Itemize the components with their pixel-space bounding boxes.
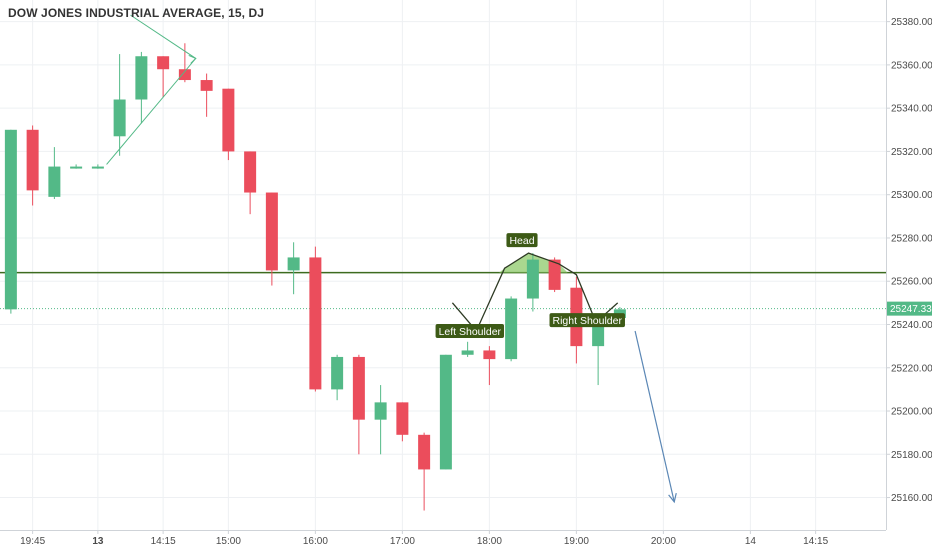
annotation-bg xyxy=(549,313,625,328)
projection-arrowhead xyxy=(668,492,677,504)
last-price-label: 25247.33 xyxy=(890,304,932,315)
projection-arrow[interactable] xyxy=(634,330,675,503)
candle[interactable] xyxy=(352,354,365,455)
candle[interactable] xyxy=(135,51,148,124)
time-tick-label: 14:15 xyxy=(803,536,828,547)
candle-body[interactable] xyxy=(374,402,387,420)
candle[interactable] xyxy=(48,147,61,200)
annotation-text: Left Shoulder xyxy=(439,326,502,338)
price-tick-label: 25160.00 xyxy=(891,493,932,504)
price-tick-label: 25360.00 xyxy=(891,60,932,71)
candle-body[interactable] xyxy=(48,166,61,197)
candle[interactable] xyxy=(396,402,409,442)
chart-title: DOW JONES INDUSTRIAL AVERAGE, 15, DJ xyxy=(8,6,265,20)
candle[interactable] xyxy=(4,129,17,314)
annotation-bg xyxy=(506,233,538,248)
candle-body[interactable] xyxy=(157,56,170,70)
candle-body[interactable] xyxy=(461,350,474,355)
price-tick-label: 25280.00 xyxy=(891,233,932,244)
candle[interactable] xyxy=(287,242,300,295)
price-tick-label: 25180.00 xyxy=(891,450,932,461)
candle[interactable] xyxy=(418,432,431,511)
drawings[interactable]: Left Shoulder Head Right Shoulder xyxy=(106,14,677,504)
price-tick-label: 25380.00 xyxy=(891,17,932,28)
candle-body[interactable] xyxy=(70,166,83,169)
candle[interactable] xyxy=(461,341,474,357)
candle-body[interactable] xyxy=(91,166,104,169)
candle-body[interactable] xyxy=(331,356,344,390)
candle-body[interactable] xyxy=(222,88,235,152)
time-tick-label: 14:15 xyxy=(151,536,176,547)
candle[interactable] xyxy=(222,88,235,161)
annotation-label[interactable]: Left Shoulder xyxy=(435,323,505,338)
time-tick-label: 15:00 xyxy=(216,536,241,547)
candle-body[interactable] xyxy=(526,259,539,299)
time-tick-label: 19:00 xyxy=(564,536,589,547)
price-tick-label: 25220.00 xyxy=(891,363,932,374)
candle[interactable] xyxy=(157,56,170,98)
candle[interactable] xyxy=(178,43,191,83)
candle-body[interactable] xyxy=(200,80,213,91)
candle-body[interactable] xyxy=(309,257,322,390)
candle-body[interactable] xyxy=(396,402,409,435)
price-tick-label: 25340.00 xyxy=(891,104,932,115)
annotation-text: Right Shoulder xyxy=(553,315,623,327)
last-price-badge xyxy=(887,301,932,316)
triangle-arrowhead xyxy=(188,54,197,64)
candle-body[interactable] xyxy=(287,257,300,271)
candle-body[interactable] xyxy=(178,69,191,81)
candle-body[interactable] xyxy=(439,354,452,470)
candle-body[interactable] xyxy=(352,356,365,420)
annotation-label[interactable]: Head xyxy=(506,233,538,248)
time-tick-label: 17:00 xyxy=(390,536,415,547)
price-tick-label: 25300.00 xyxy=(891,190,932,201)
candle[interactable] xyxy=(91,164,104,169)
candle-body[interactable] xyxy=(113,99,126,137)
candle[interactable] xyxy=(309,246,322,392)
candle-body[interactable] xyxy=(505,298,518,360)
candle[interactable] xyxy=(265,192,278,286)
candle-body[interactable] xyxy=(244,151,257,193)
time-tick-label: 20:00 xyxy=(651,536,676,547)
time-tick-label: 14 xyxy=(745,536,757,547)
candle-body[interactable] xyxy=(418,434,431,470)
annotation-text: Head xyxy=(509,235,534,247)
candle[interactable] xyxy=(483,346,496,386)
price-tick-label: 25320.00 xyxy=(891,147,932,158)
candle-body[interactable] xyxy=(135,56,148,100)
candle[interactable] xyxy=(374,385,387,455)
price-tick-label: 25260.00 xyxy=(891,277,932,288)
time-tick-label: 19:45 xyxy=(20,536,45,547)
candle[interactable] xyxy=(113,54,126,156)
candle[interactable] xyxy=(505,296,518,362)
grid xyxy=(0,0,886,530)
candle[interactable] xyxy=(244,151,257,215)
candle-body[interactable] xyxy=(548,259,561,290)
candle[interactable] xyxy=(548,257,561,293)
price-tick-label: 25240.00 xyxy=(891,320,932,331)
candle[interactable] xyxy=(200,73,213,117)
candle[interactable] xyxy=(26,125,39,206)
candles[interactable] xyxy=(4,43,626,511)
candle[interactable] xyxy=(439,354,452,470)
price-tick-label: 25200.00 xyxy=(891,407,932,418)
annotation-label[interactable]: Right Shoulder xyxy=(549,313,625,328)
candle-body[interactable] xyxy=(265,192,278,271)
candle[interactable] xyxy=(526,253,539,312)
time-tick-label: 13 xyxy=(92,536,104,547)
candle-body[interactable] xyxy=(26,129,39,191)
candle-body[interactable] xyxy=(4,129,17,310)
time-tick-label: 18:00 xyxy=(477,536,502,547)
time-tick-label: 16:00 xyxy=(303,536,328,547)
annotation-bg xyxy=(435,323,505,338)
candle-body[interactable] xyxy=(483,350,496,360)
candle[interactable] xyxy=(70,164,83,169)
candle[interactable] xyxy=(331,354,344,401)
